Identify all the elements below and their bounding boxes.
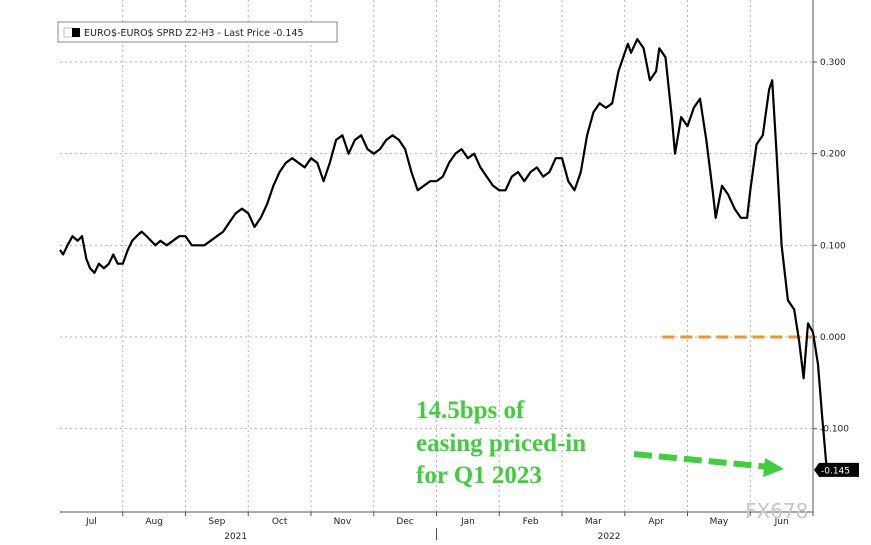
x-tick-label: Jan bbox=[460, 517, 475, 527]
annotation-arrow-shaft bbox=[633, 451, 771, 470]
x-tick-label: Nov bbox=[334, 517, 352, 527]
last-price-background bbox=[814, 462, 859, 477]
y-tick-label: 0.200 bbox=[820, 150, 846, 160]
series-layer bbox=[59, 38, 828, 470]
y-tick-label: 0.300 bbox=[820, 58, 846, 68]
legend: EURO$-EURO$ SPRD Z2-H3 - Last Price -0.1… bbox=[57, 21, 338, 43]
x-tick-label: Jun bbox=[774, 517, 789, 527]
x-tick-label: Mar bbox=[585, 517, 602, 527]
annotation-line-3: for Q1 2023 bbox=[416, 462, 542, 489]
x-year-label: 2022 bbox=[598, 532, 621, 542]
annotation-arrow-head bbox=[763, 458, 784, 477]
legend-label: EURO$-EURO$ SPRD Z2-H3 - Last Price -0.1… bbox=[84, 28, 304, 39]
last-price-label: -0.145 bbox=[821, 466, 850, 476]
x-tick-label: Feb bbox=[523, 517, 539, 527]
x-tick-label: Dec bbox=[396, 517, 413, 527]
y-tick-label: 0.000 bbox=[820, 333, 846, 343]
tick-labels: 0.300 0.200 0.100 0.000 -0.100 Jul Aug Sep Oct No… bbox=[85, 58, 849, 542]
legend-box bbox=[57, 21, 338, 43]
y-tick-label: -0.100 bbox=[820, 425, 849, 435]
last-price-tag: -0.145 bbox=[814, 462, 859, 477]
x-tick-label: Sep bbox=[208, 517, 225, 527]
legend-swatch bbox=[72, 28, 80, 37]
grid-lines bbox=[60, 0, 817, 540]
x-tick-label: Aug bbox=[145, 517, 163, 527]
x-tick-label: Apr bbox=[648, 517, 664, 527]
annotation: 14.5bps of easing priced-in for Q1 2023 bbox=[416, 397, 784, 489]
axes bbox=[60, 0, 814, 513]
annotation-line-2: easing priced-in bbox=[416, 430, 586, 457]
x-tick-label: Jul bbox=[85, 517, 97, 527]
legend-marker-outer bbox=[63, 27, 74, 38]
series-line bbox=[59, 38, 828, 470]
y-tick-label: 0.100 bbox=[820, 241, 846, 251]
x-year-label: 2021 bbox=[224, 532, 247, 542]
x-tick-label: May bbox=[710, 517, 729, 527]
annotation-line-1: 14.5bps of bbox=[416, 397, 525, 424]
watermark: FX678 bbox=[745, 499, 808, 523]
x-tick-label: Oct bbox=[272, 517, 288, 527]
